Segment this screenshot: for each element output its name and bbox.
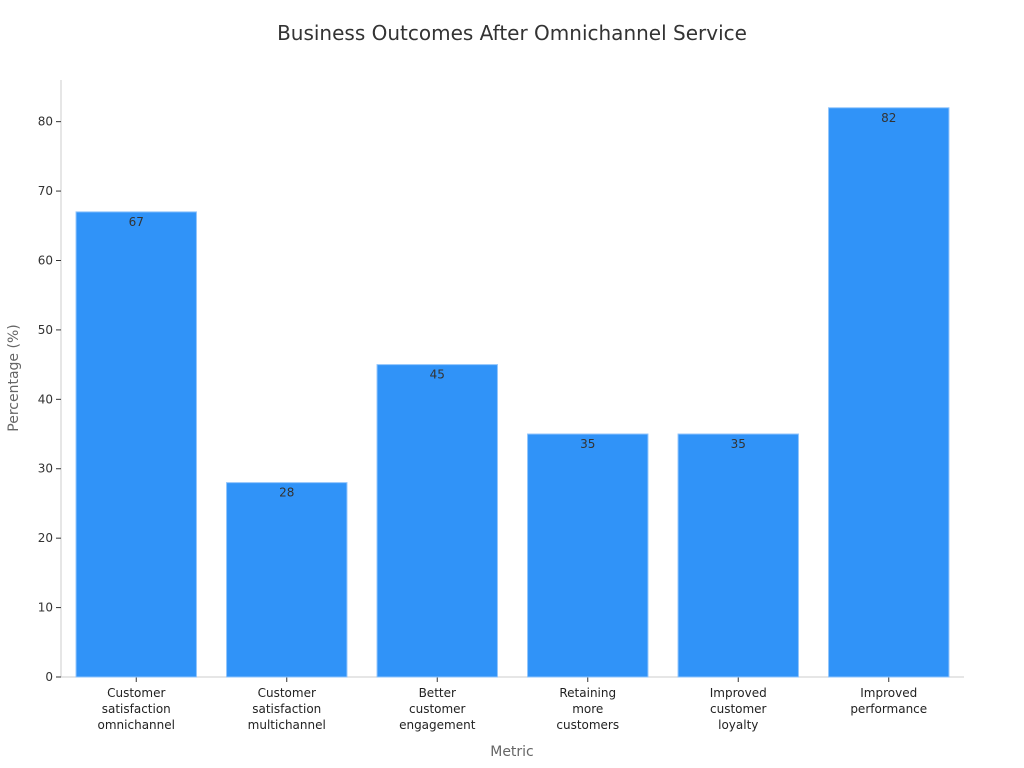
x-tick-label-line: Retaining [559, 686, 616, 700]
y-tick-label: 80 [38, 115, 53, 129]
y-tick-label: 30 [38, 462, 53, 476]
x-tick-label-line: Better [419, 686, 456, 700]
bar [527, 433, 649, 678]
y-tick-label: 70 [38, 184, 53, 198]
bar-value-label: 82 [881, 111, 896, 125]
x-tick-label: Better customer engagement [399, 686, 476, 732]
bar [75, 211, 197, 678]
x-tick-label-line: Improved [710, 686, 767, 700]
chart-title: Business Outcomes After Omnichannel Serv… [277, 21, 747, 45]
bar [376, 364, 498, 678]
bar [677, 433, 799, 678]
x-tick-label-line: performance [850, 702, 927, 716]
x-tick-label-line: multichannel [248, 718, 326, 732]
x-tick-label-line: customers [556, 718, 619, 732]
x-tick-label: Customer satisfaction omnichannel [98, 686, 175, 732]
x-axis: Customer satisfaction omnichannel Customer s… [61, 676, 964, 732]
x-tick-label-line: more [572, 702, 603, 716]
bar-value-label: 35 [580, 437, 595, 451]
y-tick-label: 40 [38, 392, 53, 406]
y-tick-label: 50 [38, 323, 53, 337]
bar [226, 482, 348, 678]
x-tick-label: Improved customer loyalty [710, 686, 767, 732]
bar-value-label: 45 [430, 368, 445, 382]
x-tick-label-line: loyalty [718, 718, 758, 732]
bar [828, 107, 950, 678]
x-tick-label-line: satisfaction [252, 702, 321, 716]
y-axis-title: Percentage (%) [6, 324, 22, 431]
x-tick-label-line: Customer [258, 686, 316, 700]
x-tick-label-line: satisfaction [102, 702, 171, 716]
x-tick-label: Customer satisfaction multichannel [248, 686, 326, 732]
x-tick-label: Retaining more customers [556, 686, 619, 732]
x-tick-label-line: customer [409, 702, 466, 716]
x-tick-label: Improved performance [850, 686, 927, 716]
y-tick-label: 0 [45, 670, 53, 684]
y-tick-label: 60 [38, 253, 53, 267]
x-tick-label-line: Customer [107, 686, 165, 700]
y-tick-label: 20 [38, 531, 53, 545]
x-tick-label-line: engagement [399, 718, 476, 732]
x-tick-label-line: customer [710, 702, 767, 716]
x-axis-title: Metric [490, 744, 534, 760]
x-tick-label-line: omnichannel [98, 718, 175, 732]
bar-value-label: 67 [129, 215, 144, 229]
bar-value-label: 28 [279, 486, 294, 500]
y-axis: 0 10 20 30 40 50 60 70 80 [38, 80, 62, 684]
bar-value-label: 35 [731, 437, 746, 451]
x-tick-label-line: Improved [860, 686, 917, 700]
bars: 67 28 45 35 35 82 [75, 107, 950, 678]
y-tick-label: 10 [38, 601, 53, 615]
